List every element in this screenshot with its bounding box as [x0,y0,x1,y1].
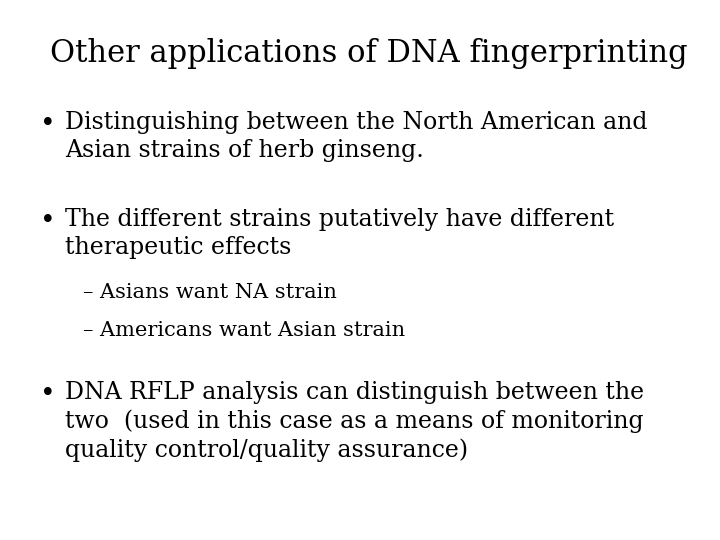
Text: •: • [40,111,55,136]
Text: The different strains putatively have different
therapeutic effects: The different strains putatively have di… [65,208,614,259]
Text: Other applications of DNA fingerprinting: Other applications of DNA fingerprinting [50,38,688,69]
Text: – Asians want NA strain: – Asians want NA strain [83,284,337,302]
Text: DNA RFLP analysis can distinguish between the
two  (used in this case as a means: DNA RFLP analysis can distinguish betwee… [65,381,644,462]
Text: – Americans want Asian strain: – Americans want Asian strain [83,321,405,340]
Text: •: • [40,381,55,406]
Text: •: • [40,208,55,233]
Text: Distinguishing between the North American and
Asian strains of herb ginseng.: Distinguishing between the North America… [65,111,647,162]
